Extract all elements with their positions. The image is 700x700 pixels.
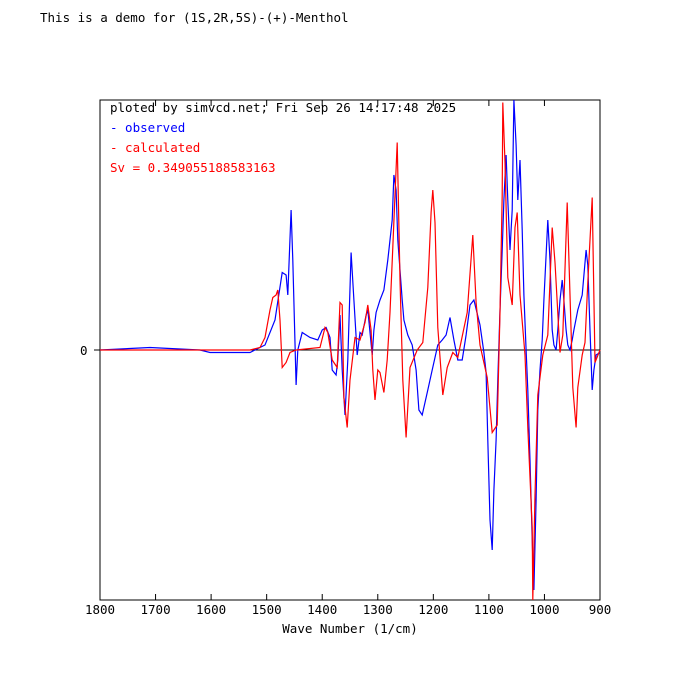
sv-annotation: Sv = 0.349055188583163 (110, 160, 276, 175)
x-tick-label: 1700 (141, 602, 171, 617)
plot-header-annotation: ploted by simvcd.net; Fri Sep 26 14:17:4… (110, 100, 456, 115)
legend-calculated: - calculated (110, 140, 200, 155)
series-line-observed (99, 99, 601, 591)
series-line-calculated (100, 102, 601, 601)
series-group (99, 99, 601, 601)
x-tick-label: 900 (589, 602, 612, 617)
x-axis-ticks: 1800 1700 1600 1500 1400 1300 1200 1100 1000 900 (85, 100, 611, 617)
x-tick-label: 1600 (196, 602, 226, 617)
x-tick-label: 1500 (252, 602, 282, 617)
x-tick-label: 1800 (85, 602, 115, 617)
x-tick-label: 1300 (363, 602, 393, 617)
x-tick-label: 1100 (474, 602, 504, 617)
y-tick-label-zero: 0 (80, 343, 88, 358)
x-tick-label: 1000 (529, 602, 559, 617)
legend-observed: - observed (110, 120, 185, 135)
chart-title: This is a demo for (1S,2R,5S)-(+)-Mentho… (40, 10, 349, 25)
x-axis-label: Wave Number (1/cm) (282, 621, 417, 636)
x-tick-label: 1400 (307, 602, 337, 617)
x-tick-label: 1200 (418, 602, 448, 617)
